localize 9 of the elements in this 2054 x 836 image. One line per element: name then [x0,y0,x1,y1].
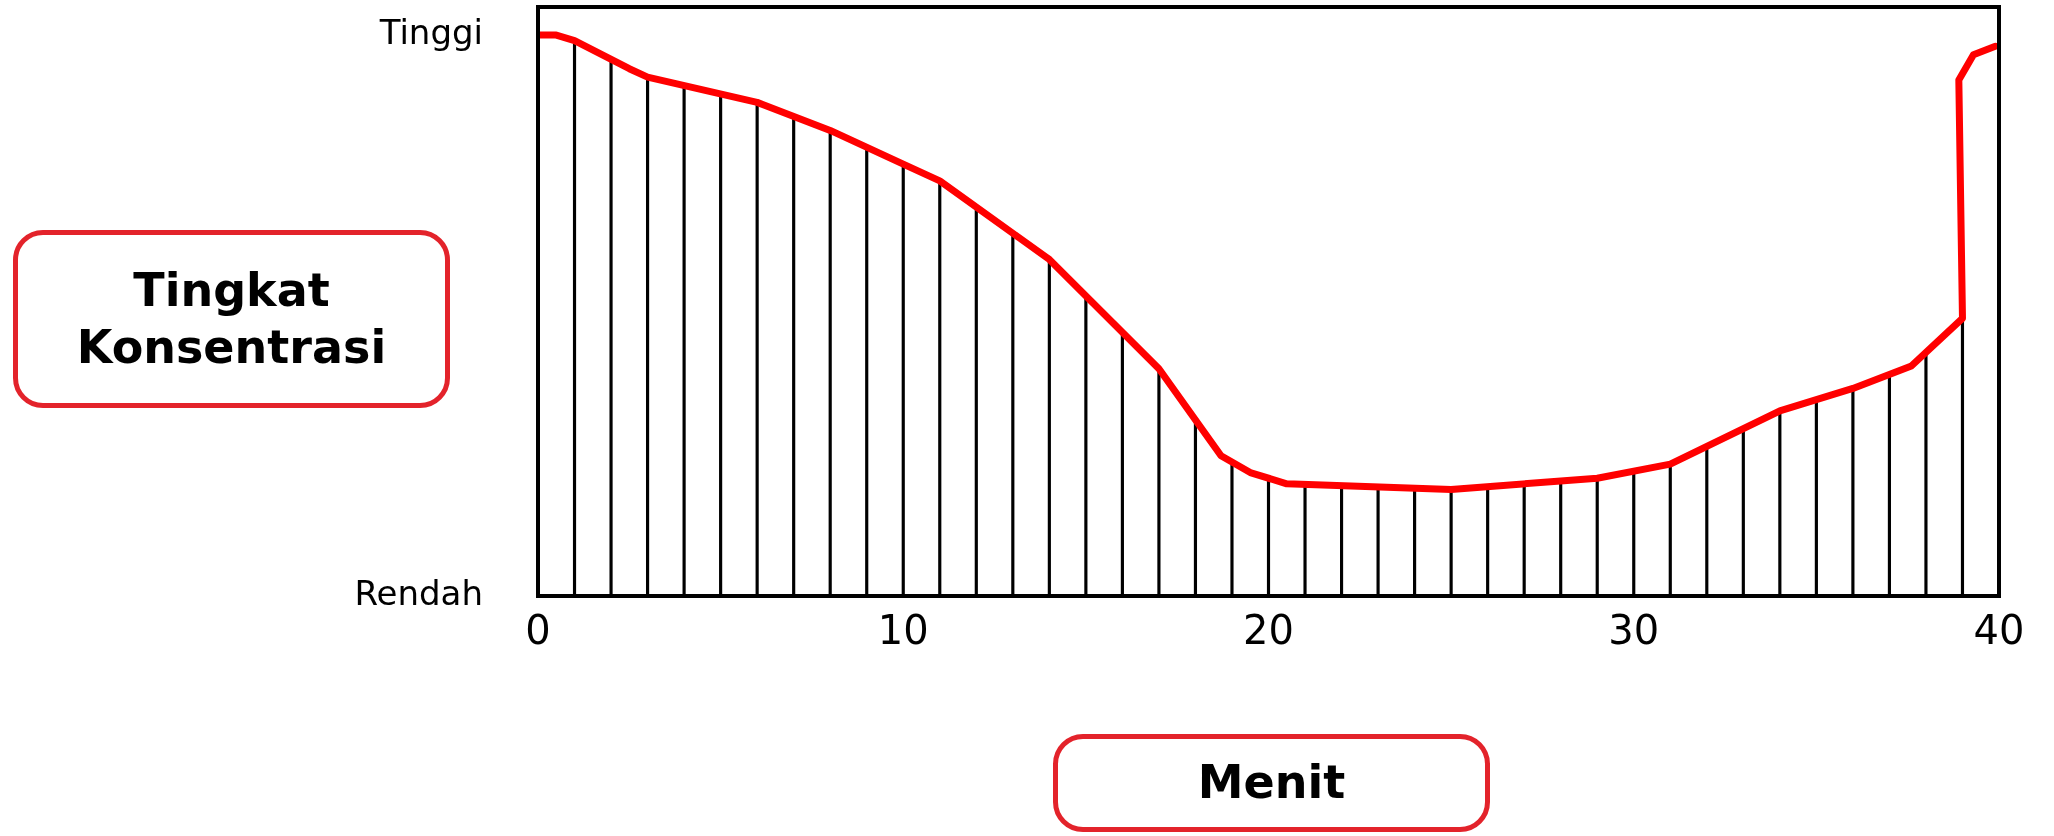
text: Tinggi [378,11,483,52]
x-tick-label: 10 [877,607,929,654]
x-axis-title: Menit [1053,734,1490,832]
x-tick-label: 0 [525,607,551,654]
text: Rendah [354,572,483,613]
x-tick-label: 20 [1243,607,1294,654]
x-tick-label: 30 [1608,607,1660,654]
x-tick-label: 40 [1973,607,2025,654]
y-axis-title: Tingkat Konsentrasi [13,230,450,408]
